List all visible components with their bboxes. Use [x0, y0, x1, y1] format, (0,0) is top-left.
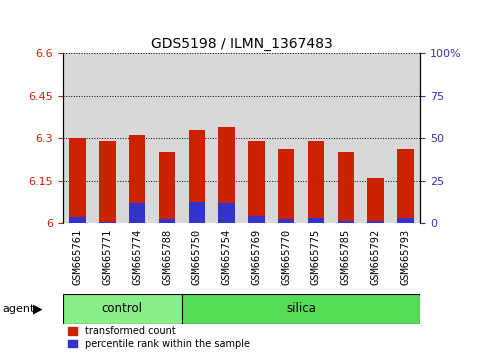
Bar	[368, 221, 384, 223]
Text: GSM665754: GSM665754	[222, 229, 232, 285]
Bar	[278, 149, 294, 223]
Text: ▶: ▶	[33, 302, 43, 315]
Title: GDS5198 / ILMN_1367483: GDS5198 / ILMN_1367483	[151, 37, 332, 51]
Bar	[189, 130, 205, 223]
Bar	[397, 218, 413, 223]
Bar	[70, 217, 86, 223]
Bar	[159, 152, 175, 223]
Bar	[308, 141, 324, 223]
Bar	[99, 141, 115, 223]
Text: GSM665761: GSM665761	[72, 229, 83, 285]
Bar	[70, 138, 86, 223]
Legend: transformed count, percentile rank within the sample: transformed count, percentile rank withi…	[68, 326, 250, 349]
Text: GSM665774: GSM665774	[132, 229, 142, 285]
Text: GSM665793: GSM665793	[400, 229, 411, 285]
Text: GSM665788: GSM665788	[162, 229, 172, 285]
Text: GSM665770: GSM665770	[281, 229, 291, 285]
Text: GSM665769: GSM665769	[251, 229, 261, 285]
Bar	[129, 135, 145, 223]
Bar	[129, 202, 145, 223]
Bar	[218, 127, 235, 223]
Text: GSM665785: GSM665785	[341, 229, 351, 285]
Bar	[308, 218, 324, 223]
Text: control: control	[102, 302, 143, 315]
Bar	[182, 294, 420, 324]
Bar	[338, 152, 354, 223]
Text: agent: agent	[2, 304, 35, 314]
Text: GSM665775: GSM665775	[311, 229, 321, 285]
Bar	[338, 221, 354, 223]
Bar	[278, 219, 294, 223]
Bar	[368, 178, 384, 223]
Bar	[63, 294, 182, 324]
Bar	[397, 149, 413, 223]
Text: GSM665771: GSM665771	[102, 229, 113, 285]
Text: silica: silica	[286, 302, 316, 315]
Text: GSM665750: GSM665750	[192, 229, 202, 285]
Bar	[248, 141, 265, 223]
Bar	[159, 219, 175, 223]
Text: GSM665792: GSM665792	[370, 229, 381, 285]
Bar	[189, 202, 205, 223]
Bar	[99, 222, 115, 223]
Bar	[218, 202, 235, 223]
Bar	[248, 216, 265, 223]
